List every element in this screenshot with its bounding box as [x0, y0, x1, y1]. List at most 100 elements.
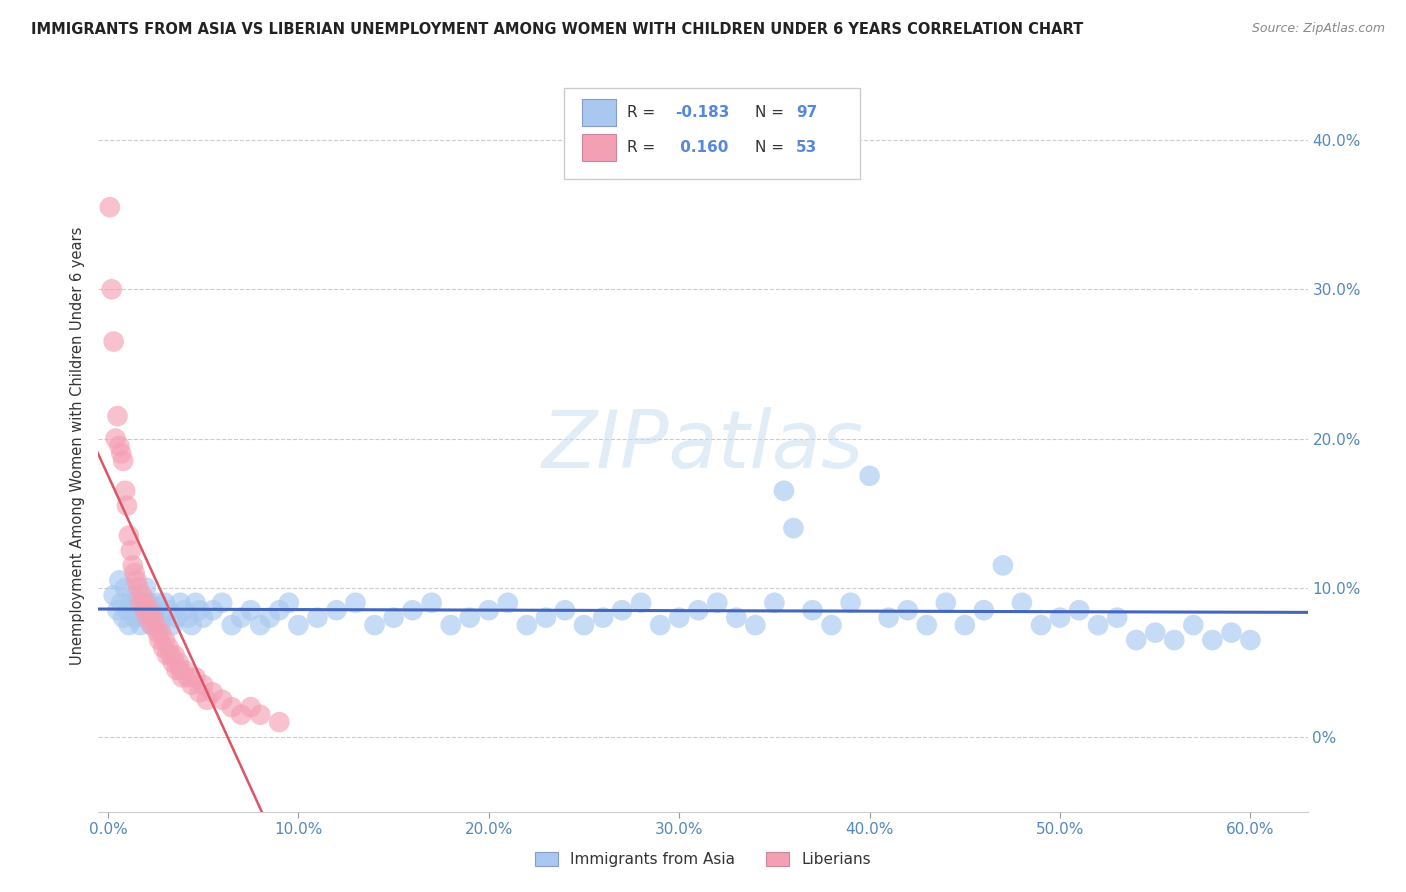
- Point: [610, 603, 633, 617]
- Point: [129, 596, 152, 610]
- Point: [496, 596, 519, 610]
- Legend: Immigrants from Asia, Liberians: Immigrants from Asia, Liberians: [529, 847, 877, 873]
- Point: [307, 610, 329, 624]
- Point: [269, 603, 291, 617]
- Point: [114, 581, 136, 595]
- Text: N =: N =: [755, 105, 789, 120]
- Point: [108, 439, 131, 453]
- Point: [839, 596, 862, 610]
- Point: [773, 483, 796, 498]
- Point: [125, 574, 148, 588]
- Point: [184, 670, 207, 684]
- Point: [1125, 633, 1147, 648]
- Point: [650, 618, 672, 632]
- Point: [157, 640, 180, 655]
- Point: [107, 603, 129, 617]
- Point: [725, 610, 748, 624]
- Point: [516, 618, 538, 632]
- Point: [139, 603, 162, 617]
- Point: [706, 596, 728, 610]
- Point: [115, 499, 138, 513]
- Point: [112, 454, 135, 468]
- Point: [114, 483, 136, 498]
- Text: -0.183: -0.183: [675, 105, 730, 120]
- Point: [136, 603, 159, 617]
- Point: [150, 610, 173, 624]
- Text: N =: N =: [755, 140, 789, 155]
- Point: [127, 581, 149, 595]
- Point: [112, 610, 135, 624]
- Point: [201, 603, 224, 617]
- Point: [184, 596, 207, 610]
- Point: [973, 603, 995, 617]
- Point: [120, 543, 142, 558]
- Point: [146, 596, 169, 610]
- Point: [935, 596, 957, 610]
- Point: [1163, 633, 1185, 648]
- Point: [169, 596, 191, 610]
- Point: [148, 633, 170, 648]
- Point: [191, 678, 214, 692]
- Point: [897, 603, 920, 617]
- Point: [1144, 625, 1167, 640]
- Point: [118, 618, 141, 632]
- Point: [259, 610, 281, 624]
- Point: [231, 707, 253, 722]
- Point: [915, 618, 938, 632]
- Point: [188, 603, 211, 617]
- Point: [211, 596, 233, 610]
- Point: [1201, 633, 1223, 648]
- Point: [124, 566, 146, 580]
- Point: [131, 596, 153, 610]
- FancyBboxPatch shape: [564, 87, 860, 179]
- Point: [173, 603, 195, 617]
- Point: [103, 588, 125, 602]
- Point: [1049, 610, 1071, 624]
- Point: [100, 282, 122, 296]
- Point: [125, 596, 148, 610]
- Point: [169, 663, 191, 677]
- Point: [991, 558, 1014, 573]
- Point: [129, 618, 152, 632]
- Point: [152, 640, 174, 655]
- Point: [1087, 618, 1109, 632]
- Y-axis label: Unemployment Among Women with Children Under 6 years: Unemployment Among Women with Children U…: [70, 227, 86, 665]
- Point: [142, 610, 165, 624]
- Point: [159, 648, 181, 662]
- Point: [145, 603, 167, 617]
- Point: [239, 603, 262, 617]
- Point: [592, 610, 614, 624]
- Point: [136, 610, 159, 624]
- Point: [801, 603, 824, 617]
- Point: [688, 603, 710, 617]
- Point: [131, 588, 153, 602]
- Point: [859, 468, 882, 483]
- Point: [249, 707, 271, 722]
- Point: [148, 618, 170, 632]
- Point: [104, 432, 127, 446]
- Point: [211, 692, 233, 706]
- Point: [1067, 603, 1090, 617]
- Point: [142, 610, 165, 624]
- Point: [953, 618, 976, 632]
- Point: [163, 648, 186, 662]
- Point: [195, 692, 218, 706]
- Point: [124, 610, 146, 624]
- Point: [630, 596, 652, 610]
- Point: [162, 618, 184, 632]
- Point: [782, 521, 804, 535]
- Point: [287, 618, 309, 632]
- Point: [121, 588, 143, 602]
- Point: [180, 678, 202, 692]
- Point: [744, 618, 766, 632]
- Text: R =: R =: [627, 105, 659, 120]
- Point: [534, 610, 557, 624]
- Point: [363, 618, 385, 632]
- Point: [249, 618, 271, 632]
- Point: [763, 596, 786, 610]
- Point: [420, 596, 443, 610]
- Point: [221, 700, 243, 714]
- Point: [120, 596, 142, 610]
- Point: [98, 200, 121, 214]
- Point: [1011, 596, 1033, 610]
